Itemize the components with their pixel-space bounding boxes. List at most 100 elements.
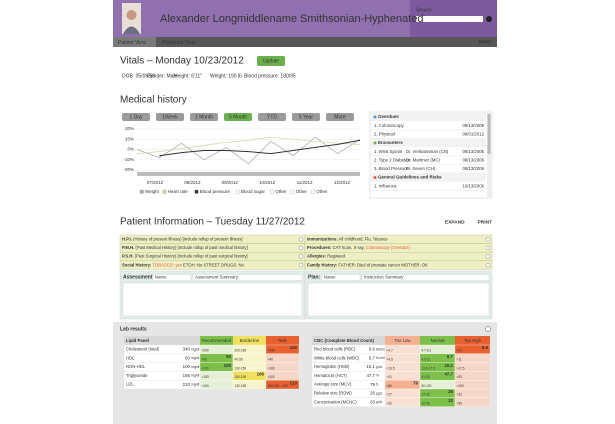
info-part: Colonoscopy (Overdue) <box>366 245 411 250</box>
expand-icon[interactable] <box>298 254 304 259</box>
note-area[interactable] <box>122 282 303 317</box>
range-label: <13.5 <box>387 366 395 370</box>
range-label: 32-36 <box>422 402 430 406</box>
range-label: More <box>334 115 346 121</box>
info-text: Family History: FATHER: Died of prostate… <box>307 262 428 267</box>
range-label: >6.1 <box>457 349 464 353</box>
lab-unit: % <box>376 374 379 378</box>
lab-value: 60 <box>185 355 190 360</box>
legend-swatch <box>235 189 240 194</box>
timeline-band <box>137 172 360 176</box>
note-area[interactable] <box>307 282 490 317</box>
range-label: >100 <box>457 384 464 388</box>
sidebar-item: 1. Influenza <box>374 184 397 189</box>
flag-value: 6.7 <box>447 354 454 359</box>
collapse-icon[interactable] <box>485 326 491 332</box>
flag-value: 60 <box>226 354 231 359</box>
expand-icon[interactable] <box>298 262 304 268</box>
action[interactable]: EXPAND <box>445 219 465 225</box>
lab-name: Red blood cells (RBC) <box>314 347 356 352</box>
y-tick-label: 10% <box>125 136 134 141</box>
lab-name: Concentration (MCHC) <box>314 399 357 404</box>
range-label: <4.5 <box>387 358 394 362</box>
info-part: Procedures: <box>307 245 331 250</box>
info-part: Allergies: <box>307 254 326 259</box>
info-part: (Past Surgical History) [Include rollup … <box>134 254 248 259</box>
lab-unit: g/dL <box>376 365 383 369</box>
range-label: <200 <box>202 349 209 353</box>
field-placeholder: Instruction Summary <box>364 275 404 280</box>
y-tick-label: -10% <box>123 157 134 162</box>
lab-value: 6.6 <box>369 347 376 352</box>
lab-name: Cholesterol (total) <box>126 347 160 352</box>
sidebar-item: 2. Type 2 Diabetes <box>374 158 410 163</box>
lab-header: Borderline <box>240 338 260 343</box>
expand-icon[interactable] <box>485 262 491 268</box>
nav-tab[interactable]: Patient View <box>118 40 146 46</box>
legend-swatch <box>162 189 167 194</box>
heading-dot <box>373 176 377 179</box>
range-button[interactable] <box>224 113 252 121</box>
legend-label: Weight <box>145 189 160 194</box>
lab-name: HDL <box>126 355 135 360</box>
legend-label: Other <box>316 189 328 194</box>
range-button[interactable] <box>258 113 286 121</box>
nav-print[interactable]: PRINT <box>479 40 493 45</box>
lab-name: Triglyceride <box>126 373 148 378</box>
nav-tab[interactable]: Physician View <box>162 40 196 46</box>
x-tick-label: 10/2012 <box>259 180 276 185</box>
expand-icon[interactable] <box>485 245 491 251</box>
info-part: H.P.I. <box>122 237 132 242</box>
info-cell[interactable] <box>304 260 493 270</box>
range-label: >53 <box>457 375 463 379</box>
sidebar-doctor: Dr. Venkatraman (CN) <box>406 149 449 154</box>
flag-value: 33 <box>448 398 453 403</box>
note-field[interactable] <box>361 274 490 281</box>
legend-label: Other <box>296 189 308 194</box>
note-field[interactable] <box>152 274 192 281</box>
lab-header: CBC (Complete Blood Count) <box>314 338 374 343</box>
range-label: <41 <box>387 375 393 379</box>
x-tick-label: 11/2012 <box>297 180 313 185</box>
vital-field: Height: 6'11" <box>174 73 202 79</box>
lab-unit: mg/dl <box>191 347 200 351</box>
update-button[interactable] <box>257 56 285 66</box>
flag-value: 47.7 <box>444 372 453 377</box>
info-part: Ragweed <box>326 254 346 259</box>
range-label: 27-32 <box>422 393 430 397</box>
range-button[interactable] <box>122 113 150 121</box>
field-placeholder: Assessment Summary <box>195 275 239 280</box>
expand-icon[interactable] <box>485 254 491 259</box>
range-label: 200-239 <box>235 349 247 353</box>
expand-icon[interactable] <box>298 237 304 242</box>
note-field[interactable] <box>321 274 361 281</box>
range-button[interactable] <box>326 113 354 121</box>
action[interactable]: PRINT <box>478 219 492 225</box>
range-label: 80-100 <box>422 384 432 388</box>
expand-icon[interactable] <box>298 245 304 251</box>
sidebar-date: 08/13/2006 <box>462 123 484 128</box>
search-button[interactable] <box>486 16 492 22</box>
legend-swatch <box>311 189 315 194</box>
flag-value: 26 <box>448 389 453 394</box>
range-label: YTD <box>267 115 277 121</box>
search-input[interactable] <box>416 16 483 22</box>
sidebar-item: 1. Wrist Sprain <box>374 149 403 154</box>
range-button[interactable] <box>292 113 320 121</box>
range-label: 1 Month <box>195 115 213 121</box>
info-text: Immunizations: All childhood, Flu, Tetan… <box>307 237 387 242</box>
range-label: >17.5 <box>457 366 465 370</box>
field-placeholder: Name <box>155 275 167 280</box>
expand-icon[interactable] <box>485 237 491 242</box>
range-button[interactable] <box>156 113 184 121</box>
note-field[interactable] <box>192 274 303 281</box>
sidebar-heading-bg <box>371 113 486 121</box>
lab-unit: mg/dl <box>191 365 200 369</box>
range-label: 130-159 <box>235 366 247 370</box>
range-label: >32 <box>457 393 463 397</box>
range-button[interactable] <box>190 113 218 121</box>
lab-header-cell <box>266 336 299 345</box>
legend-swatch <box>270 189 274 194</box>
lab-header-cell <box>385 336 420 345</box>
scroll-thumb[interactable] <box>487 114 491 154</box>
